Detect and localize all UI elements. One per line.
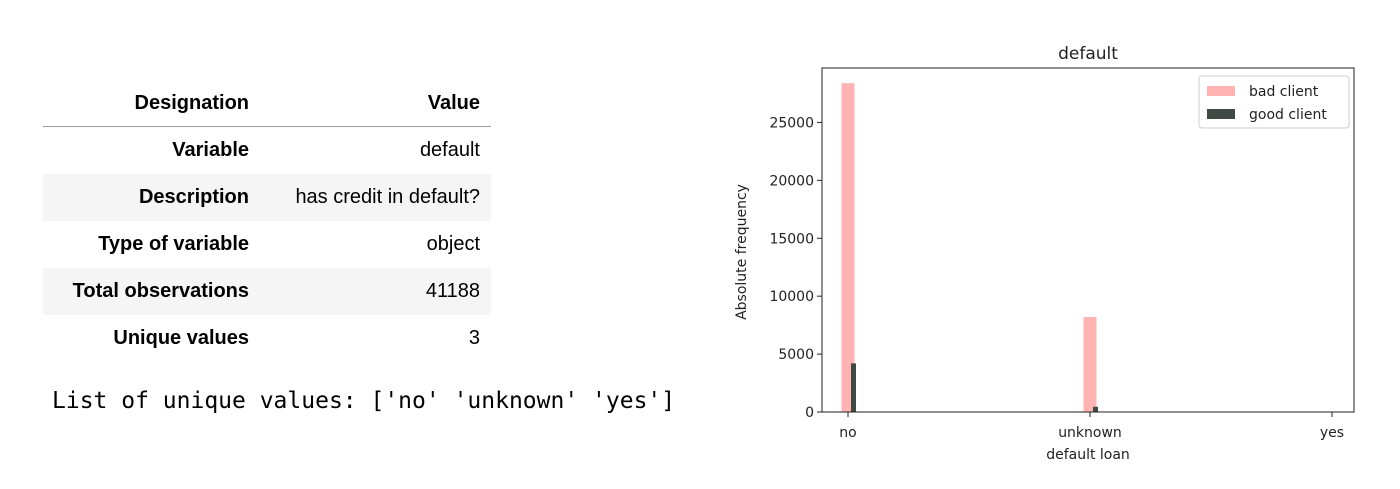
table-row: Unique values 3 — [43, 315, 491, 362]
table-row: Description has credit in default? — [43, 174, 491, 221]
row-value: has credit in default? — [295, 186, 480, 208]
row-value: object — [426, 233, 480, 255]
legend-label-bad-client: bad client — [1249, 84, 1319, 100]
row-key: Unique values — [113, 327, 249, 349]
y-tick-label: 10000 — [769, 289, 814, 305]
y-tick-label: 0 — [805, 405, 814, 421]
unique-values-output: List of unique values: ['no' 'unknown' '… — [52, 388, 676, 414]
row-value: 3 — [468, 327, 480, 349]
header-designation: Designation — [43, 80, 260, 127]
table-row: Type of variable object — [43, 221, 491, 268]
row-key: Description — [138, 186, 249, 208]
x-tick-label: unknown — [1058, 425, 1122, 441]
y-tick-label: 15000 — [769, 231, 814, 247]
table-row: Total observations 41188 — [43, 268, 491, 315]
row-value: 41188 — [425, 280, 480, 302]
x-axis-label: default loan — [1046, 447, 1130, 463]
legend-box — [1198, 75, 1350, 129]
row-value: default — [419, 139, 480, 161]
bar-bad-client-unknown — [1083, 317, 1097, 412]
y-tick-label: 5000 — [778, 347, 814, 363]
plot-frame — [821, 67, 1355, 413]
variable-info-table: Designation Value Variable default Descr… — [43, 80, 491, 362]
row-key: Type of variable — [98, 233, 249, 255]
row-key: Total observations — [72, 280, 249, 302]
bar-good-client-no — [851, 363, 856, 412]
legend-swatch-good-client — [1207, 109, 1235, 119]
table-row: Variable default — [43, 127, 491, 175]
table-header-row: Designation Value — [43, 80, 491, 127]
row-key: Variable — [172, 139, 249, 161]
default-bar-chart: 0 5000 10000 15000 20000 25000 no unknown yes def… — [734, 44, 1355, 463]
x-tick-label: no — [839, 425, 856, 441]
legend-swatch-bad-client — [1207, 86, 1235, 96]
bar-good-client-unknown — [1093, 406, 1098, 412]
bar-bad-client-no — [841, 83, 855, 412]
chart-title: default — [1058, 44, 1118, 64]
header-value: Value — [260, 80, 491, 127]
legend-label-good-client: good client — [1249, 107, 1327, 123]
y-tick-label: 25000 — [769, 115, 814, 131]
x-tick-label: yes — [1320, 425, 1344, 441]
y-axis-label: Absolute frequency — [734, 184, 750, 320]
y-tick-label: 20000 — [769, 173, 814, 189]
